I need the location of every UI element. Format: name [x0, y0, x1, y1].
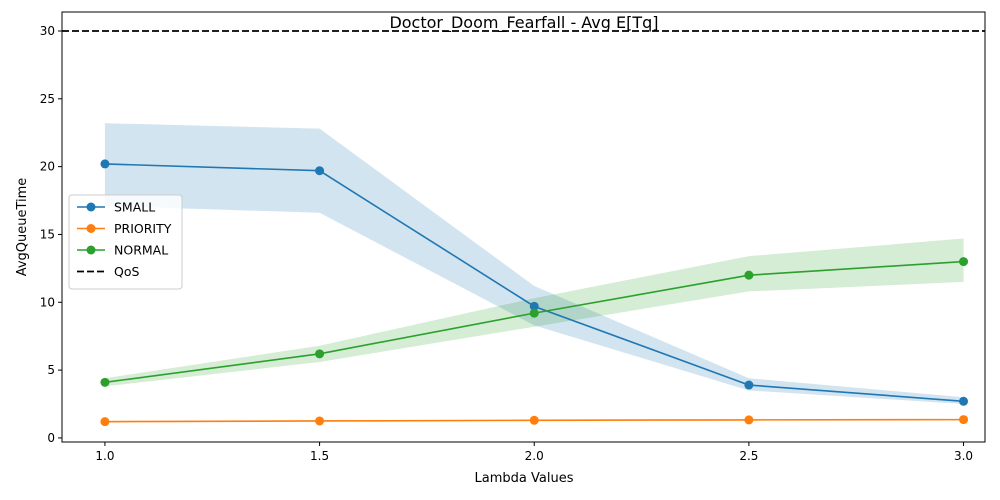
- priority-series: [100, 415, 969, 427]
- priority-point: [959, 415, 969, 425]
- y-tick-label: 20: [40, 160, 55, 174]
- legend-label: NORMAL: [114, 243, 168, 258]
- small-point: [529, 301, 539, 311]
- legend-swatch-marker: [86, 224, 96, 233]
- y-axis-label: AvgQueueTime: [15, 178, 30, 277]
- legend-swatch-marker: [86, 245, 96, 255]
- y-axis: 0 5 10 15 20 25 30: [40, 24, 62, 445]
- priority-point: [529, 415, 539, 425]
- small-point: [100, 159, 110, 169]
- y-tick-label: 15: [40, 227, 55, 241]
- small-series: [100, 159, 969, 406]
- small-point: [315, 166, 325, 176]
- chart-title: Doctor_Doom_Fearfall - Avg E[Tq]: [389, 13, 658, 33]
- normal-series: [100, 257, 969, 387]
- normal-point: [529, 308, 539, 318]
- small-band: [104, 123, 964, 405]
- small-point: [744, 380, 754, 390]
- legend-label: QoS: [114, 264, 139, 279]
- y-tick-label: 30: [40, 24, 55, 38]
- x-tick-label: 1.5: [310, 449, 329, 463]
- legend-swatch-marker: [86, 202, 96, 212]
- y-tick-label: 25: [40, 92, 55, 106]
- legend: SMALL PRIORITY NORMAL QoS: [68, 194, 183, 290]
- priority-point: [100, 417, 110, 427]
- series-lines: [100, 159, 969, 427]
- x-tick-label: 3.0: [954, 449, 973, 463]
- x-tick-label: 2.0: [525, 449, 544, 463]
- x-tick-label: 2.5: [739, 449, 758, 463]
- legend-label: SMALL: [114, 200, 155, 215]
- legend-label: PRIORITY: [114, 221, 172, 236]
- normal-point: [959, 257, 969, 267]
- normal-point: [315, 349, 325, 359]
- normal-point: [100, 377, 110, 387]
- small-point: [959, 396, 969, 406]
- y-tick-label: 5: [47, 363, 55, 377]
- x-tick-label: 1.0: [95, 449, 114, 463]
- y-tick-label: 10: [40, 295, 55, 309]
- legend-entry-priority: PRIORITY: [77, 221, 172, 236]
- legend-entry-qos: QoS: [77, 264, 139, 279]
- legend-box: [68, 194, 183, 290]
- priority-point: [315, 416, 325, 426]
- priority-point: [744, 415, 754, 425]
- normal-point: [744, 270, 754, 280]
- x-axis-label: Lambda Values: [475, 471, 574, 486]
- y-tick-label: 0: [47, 431, 55, 445]
- legend-entry-normal: NORMAL: [77, 243, 168, 258]
- x-axis: 1.0 1.5 2.0 2.5 3.0: [95, 442, 973, 463]
- legend-entry-small: SMALL: [77, 200, 155, 215]
- plot-area-frame: [61, 11, 986, 443]
